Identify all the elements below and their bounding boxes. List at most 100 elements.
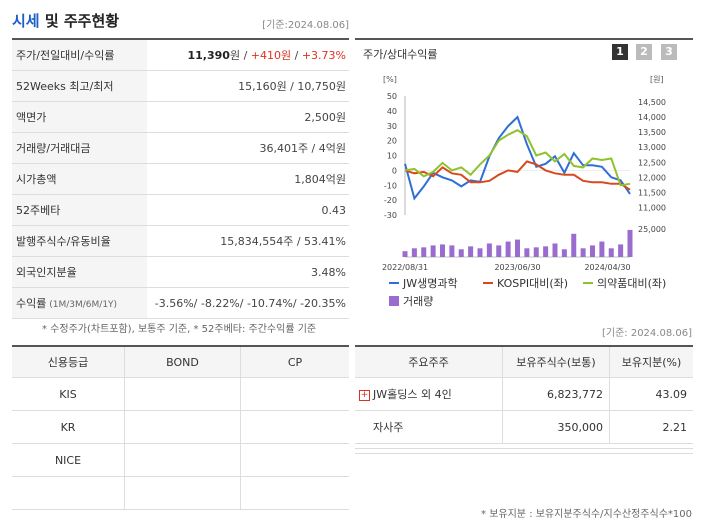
row-label: 거래량/거래대금 — [12, 132, 147, 164]
pct-cell: 2.21 — [609, 410, 693, 444]
column-header: BOND — [124, 346, 241, 378]
volume-bar — [458, 249, 464, 257]
chart-page-3-button[interactable]: 3 — [661, 44, 677, 60]
expand-plus-icon[interactable]: + — [359, 389, 370, 401]
volume-bar — [627, 229, 633, 257]
volume-bar — [618, 244, 624, 257]
legend-label: JW생명과학 — [402, 277, 458, 290]
agency-cell: KIS — [12, 377, 125, 411]
volume-bar — [571, 233, 577, 257]
column-header: CP — [240, 346, 349, 378]
volume-bar — [524, 248, 530, 257]
table-row: 발행주식수/유동비율 15,834,554주 / 53.41% — [12, 225, 349, 257]
volume-bar — [552, 243, 558, 257]
left-axis-unit: [%] — [383, 75, 397, 84]
table-row — [355, 448, 693, 454]
y-right-tick-label: 12,000 — [638, 173, 666, 182]
row-value: 15,160원 / 10,750원 — [147, 70, 349, 102]
volume-bar — [599, 241, 605, 257]
table-row: 수익률 (1M/3M/6M/1Y) -3.56%/ -8.22%/ -10.74… — [12, 287, 349, 319]
legend-label: 의약품대비(좌) — [597, 276, 666, 290]
cp-cell — [240, 476, 349, 510]
y-right-tick-label: 12,500 — [638, 158, 666, 167]
volume-bar — [468, 246, 474, 257]
row-value: 15,834,554주 / 53.41% — [147, 225, 349, 257]
chart-page-1-button[interactable]: 1 — [612, 44, 628, 60]
chart-panel: 주가/상대수익률 1 2 3 [%] [원] 50 40 30 20 10 0 -10 -20 -3… — [355, 38, 693, 313]
volume-bar — [440, 244, 445, 257]
holder-name-cell: 자사주 — [355, 410, 503, 444]
volume-bar — [449, 245, 455, 257]
series-line — [404, 160, 631, 191]
stock-chart: [%] [원] 50 40 30 20 10 0 -10 -20 -30 14,500 14,000 13… — [382, 75, 666, 308]
table-row: 52주베타 0.43 — [12, 194, 349, 226]
volume-bar — [580, 248, 586, 257]
row-label: 52Weeks 최고/최저 — [12, 70, 147, 102]
y-right-tick-label: 13,000 — [638, 143, 666, 152]
y-right-tick-label: 14,500 — [638, 98, 666, 107]
volume-bar — [411, 248, 417, 257]
chart-title: 주가/상대수익률 — [363, 48, 438, 61]
cp-cell — [240, 377, 349, 411]
bond-cell — [124, 410, 241, 444]
cp-cell — [240, 443, 349, 477]
shares-cell: 350,000 — [502, 410, 610, 444]
volume-max-label: 25,000 — [638, 225, 666, 234]
shares-cell: 6,823,772 — [502, 377, 610, 411]
series-line — [404, 129, 631, 187]
row-label: 발행주식수/유동비율 — [12, 225, 147, 257]
row-label: 액면가 — [12, 101, 147, 133]
row-label: 수익률 (1M/3M/6M/1Y) — [12, 287, 147, 319]
credit-rating-table: 신용등급 BOND CP KIS KR NICE — [12, 345, 349, 510]
row-label: 주가/전일대비/수익률 — [12, 39, 147, 71]
series-line — [404, 115, 631, 201]
major-shareholders-table: 주요주주 보유주식수(보통) 보유지분(%) + JW홀딩스 외 4인 6,823… — [355, 345, 693, 454]
y-left-tick-label: 10 — [387, 152, 397, 161]
cp-cell — [240, 410, 349, 444]
share-note: * 보유지분 : 보유지분주식수/지수산정주식수*100 — [481, 509, 692, 520]
volume-bar — [590, 245, 595, 257]
bond-cell — [124, 377, 241, 411]
column-header: 신용등급 — [12, 346, 125, 378]
row-label: 52주베타 — [12, 194, 147, 226]
table-header-row: 신용등급 BOND CP — [12, 346, 349, 378]
table-row: 액면가 2,500원 — [12, 101, 349, 133]
agency-cell — [12, 476, 125, 510]
as-of-date: [기준:2024.08.06] — [262, 20, 349, 31]
table-row — [12, 476, 349, 510]
table-row: KIS — [12, 377, 349, 411]
table-header-row: 주요주주 보유주식수(보통) 보유지분(%) — [355, 346, 693, 378]
volume-bar — [515, 239, 520, 257]
volume-bar — [543, 246, 549, 257]
volume-bar — [402, 251, 408, 257]
y-left-tick-label: -10 — [384, 181, 397, 190]
chart-page-2-button[interactable]: 2 — [636, 44, 652, 60]
pct-cell: 43.09 — [609, 377, 693, 411]
y-left-tick-label: -20 — [384, 196, 397, 205]
price-table: 주가/전일대비/수익률 11,390원 / +410원 / +3.73% 52W… — [12, 38, 349, 319]
x-tick-label: 2023/06/30 — [494, 263, 540, 272]
x-tick-label: 2022/08/31 — [382, 263, 428, 272]
row-label: 시가총액 — [12, 163, 147, 195]
table-row: 52Weeks 최고/최저 15,160원 / 10,750원 — [12, 70, 349, 102]
holder-name-cell[interactable]: + JW홀딩스 외 4인 — [355, 377, 503, 411]
y-right-tick-label: 11,000 — [638, 203, 666, 212]
y-left-tick-label: 30 — [387, 122, 397, 131]
volume-bar — [486, 243, 492, 257]
legend-label: 거래량 — [403, 295, 433, 308]
table-row — [355, 443, 693, 449]
y-left-tick-label: 0 — [392, 166, 397, 175]
right-axis-unit: [원] — [650, 75, 664, 84]
volume-bar — [505, 241, 511, 257]
volume-bar — [421, 247, 427, 257]
table-row: + JW홀딩스 외 4인 6,823,772 43.09 — [355, 377, 693, 411]
as-of-date-2: [기준: 2024.08.06] — [601, 328, 692, 339]
y-right-tick-label: 14,000 — [638, 113, 666, 122]
table-row: 시가총액 1,804억원 — [12, 163, 349, 195]
price-note: * 수정주가(차트포함), 보통주 기준, * 52주베타: 주간수익률 기준 — [42, 324, 317, 335]
volume-bar — [608, 248, 614, 257]
return-value: -3.56%/ -8.22%/ -10.74%/ -20.35% — [147, 287, 349, 319]
row-value: 0.43 — [147, 194, 349, 226]
bond-cell — [124, 476, 241, 510]
x-tick-label: 2024/04/30 — [584, 263, 630, 272]
